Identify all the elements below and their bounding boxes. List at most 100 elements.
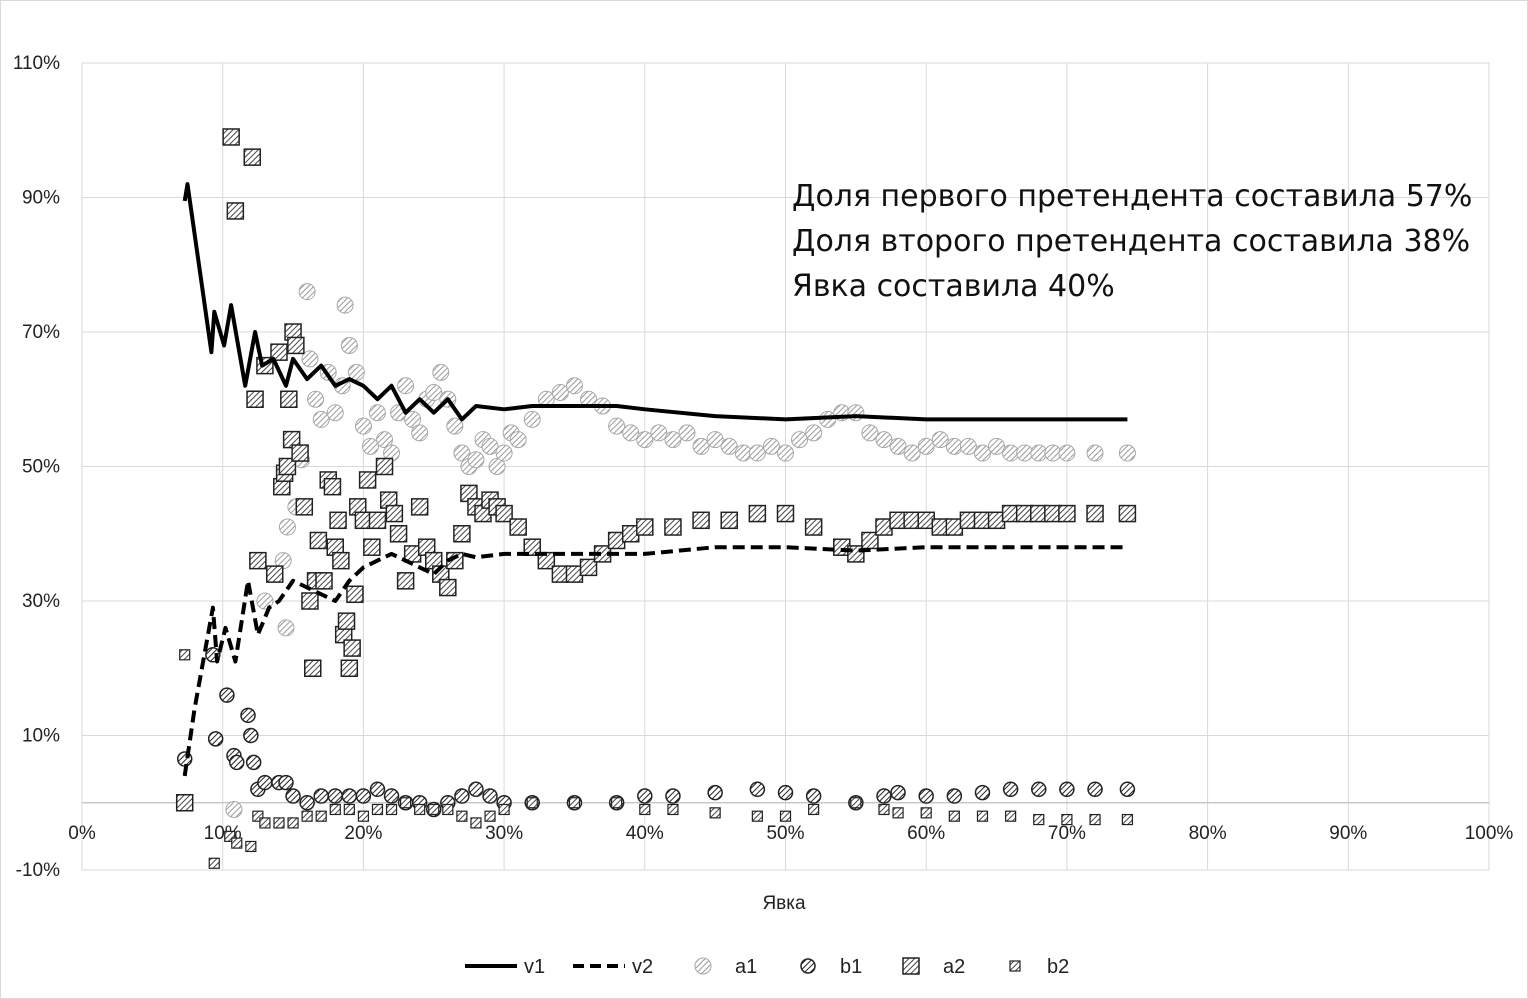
point-b1 <box>383 788 400 804</box>
series-layer <box>175 128 1137 869</box>
point-b2 <box>568 797 581 809</box>
point-a1 <box>278 518 296 536</box>
point-b1 <box>707 784 723 801</box>
point-a2 <box>523 538 541 556</box>
point-a1 <box>481 437 499 455</box>
point-a2 <box>410 498 429 516</box>
point-a2 <box>175 794 194 812</box>
point-a1 <box>706 431 724 449</box>
point-a1 <box>298 283 316 301</box>
point-b1 <box>1031 781 1047 798</box>
point-b1 <box>777 784 794 801</box>
point-a2 <box>692 511 710 530</box>
point-a2 <box>368 511 387 530</box>
y-tick-label: 50% <box>22 457 60 478</box>
point-a2 <box>804 518 823 536</box>
legend-swatch-a2 <box>902 957 920 975</box>
legend-label-a1: a1 <box>735 956 757 978</box>
y-tick-label: 30% <box>22 591 60 612</box>
point-a1 <box>336 296 354 314</box>
point-b2 <box>751 810 763 822</box>
point-b2 <box>920 807 932 819</box>
x-tick-label: 60% <box>907 823 945 844</box>
point-a1 <box>636 431 654 449</box>
point-a2 <box>664 518 682 536</box>
point-a2 <box>1118 504 1137 523</box>
point-b2 <box>252 810 264 822</box>
legend-item-v2: v2 <box>573 956 653 978</box>
point-a2 <box>249 551 267 570</box>
point-a1 <box>959 437 977 455</box>
series-v2-line <box>182 545 1128 777</box>
point-b1 <box>369 781 386 798</box>
point-b1 <box>876 788 892 804</box>
point-b2 <box>179 649 191 661</box>
point-b2 <box>1005 810 1017 822</box>
legend-item-a2: a2 <box>902 956 965 978</box>
point-a1 <box>312 410 330 428</box>
point-b2 <box>948 810 960 822</box>
point-b2 <box>428 803 440 816</box>
point-b2 <box>484 810 496 822</box>
point-a2 <box>495 504 513 523</box>
point-a2 <box>1086 504 1104 523</box>
point-a1 <box>467 451 485 469</box>
point-a2 <box>246 390 264 408</box>
point-b1 <box>313 788 329 804</box>
point-a1 <box>1118 444 1136 462</box>
point-b2 <box>259 817 271 829</box>
point-a1 <box>488 458 506 475</box>
series-v1-line <box>182 182 1128 422</box>
point-a2 <box>266 565 284 583</box>
point-b2 <box>371 803 384 816</box>
x-tick-label: 40% <box>626 823 664 844</box>
point-a1 <box>277 619 295 637</box>
x-tick-label: 0% <box>68 823 96 844</box>
point-a1 <box>523 410 541 428</box>
y-tick-label: 70% <box>22 322 60 343</box>
point-a2 <box>291 444 309 462</box>
point-a1 <box>432 363 450 381</box>
point-b2 <box>231 837 243 849</box>
point-a2 <box>340 659 359 677</box>
point-a2 <box>748 504 767 523</box>
point-b1 <box>257 774 273 791</box>
point-a1 <box>404 410 422 428</box>
point-b1 <box>229 754 245 771</box>
point-a1 <box>875 431 893 449</box>
x-tick-label: 90% <box>1329 823 1367 844</box>
point-a1 <box>622 424 640 442</box>
point-b1 <box>805 788 822 804</box>
point-b1 <box>482 788 498 804</box>
point-a2 <box>315 572 333 590</box>
point-a1 <box>861 424 879 442</box>
point-b2 <box>456 810 468 822</box>
point-b2 <box>357 810 369 822</box>
legend: v1 v2 a1 b1 a2 b2 <box>465 956 1069 978</box>
point-b2 <box>343 803 355 816</box>
point-a1 <box>509 431 527 449</box>
point-b1 <box>749 781 766 798</box>
point-a2 <box>346 585 364 604</box>
point-b1 <box>355 788 372 804</box>
point-a2 <box>453 525 471 543</box>
legend-label-v1: v1 <box>524 956 545 978</box>
point-b2 <box>315 810 327 822</box>
point-a2 <box>363 538 381 556</box>
point-a1 <box>446 417 464 435</box>
point-b2 <box>245 840 257 853</box>
point-a2 <box>332 551 350 570</box>
legend-swatch-b1 <box>800 958 816 974</box>
point-a2 <box>1058 504 1076 523</box>
point-b2 <box>976 810 989 822</box>
point-b2 <box>498 803 510 816</box>
x-axis-ticks: 0% 10% 20% 30% 40% 50% 60% 70% 80% 90% 100% <box>68 823 1513 844</box>
point-b2 <box>273 817 285 829</box>
legend-label-v2: v2 <box>632 956 653 978</box>
point-a1 <box>565 377 583 395</box>
point-b2 <box>329 803 341 816</box>
point-a1 <box>361 437 379 455</box>
point-b2 <box>1089 813 1101 826</box>
point-a2 <box>323 477 342 496</box>
